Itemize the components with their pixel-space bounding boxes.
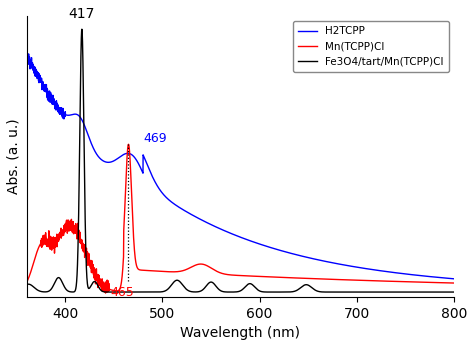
Mn(TCPP)Cl [207,265,212,269]
Fe3O4/tart/Mn(TCPP)Cl [227,231,233,235]
Line: Mn(TCPP)Cl: Mn(TCPP)Cl [27,144,454,293]
Y-axis label: Abs. (a. u.): Abs. (a. u.) [7,119,21,194]
Legend: H2TCPP, Mn(TCPP)Cl, Fe3O4/tart/Mn(TCPP)Cl: H2TCPP, Mn(TCPP)Cl, Fe3O4/tart/Mn(TCPP)C… [292,21,449,72]
Mn(TCPP)Cl [203,263,209,268]
H2TCPP [24,282,29,287]
Mn(TCPP)Cl [451,281,457,285]
Mn(TCPP)Cl [417,280,422,284]
Line: Fe3O4/tart/Mn(TCPP)Cl: Fe3O4/tart/Mn(TCPP)Cl [27,54,454,279]
H2TCPP [451,290,457,294]
Text: 417: 417 [69,7,95,21]
H2TCPP [334,290,340,294]
Mn(TCPP)Cl [334,278,340,282]
Fe3O4/tart/Mn(TCPP)Cl [26,52,31,56]
H2TCPP [417,290,422,294]
H2TCPP [438,290,444,294]
H2TCPP [207,280,212,285]
Fe3O4/tart/Mn(TCPP)Cl [207,222,212,226]
X-axis label: Wavelength (nm): Wavelength (nm) [180,326,300,340]
H2TCPP [203,284,209,288]
H2TCPP [79,27,85,31]
H2TCPP [227,290,233,294]
Text: 465: 465 [111,286,135,299]
Text: 469: 469 [143,132,167,144]
Mn(TCPP)Cl [126,142,131,146]
H2TCPP [121,290,127,294]
Fe3O4/tart/Mn(TCPP)Cl [438,276,444,280]
Fe3O4/tart/Mn(TCPP)Cl [203,220,209,224]
Mn(TCPP)Cl [438,281,444,285]
Fe3O4/tart/Mn(TCPP)Cl [334,262,340,266]
Line: H2TCPP: H2TCPP [27,29,454,292]
Fe3O4/tart/Mn(TCPP)Cl [417,273,422,278]
Fe3O4/tart/Mn(TCPP)Cl [24,55,29,59]
Mn(TCPP)Cl [24,280,29,285]
Mn(TCPP)Cl [227,273,233,277]
Fe3O4/tart/Mn(TCPP)Cl [451,277,457,281]
Mn(TCPP)Cl [103,291,109,295]
